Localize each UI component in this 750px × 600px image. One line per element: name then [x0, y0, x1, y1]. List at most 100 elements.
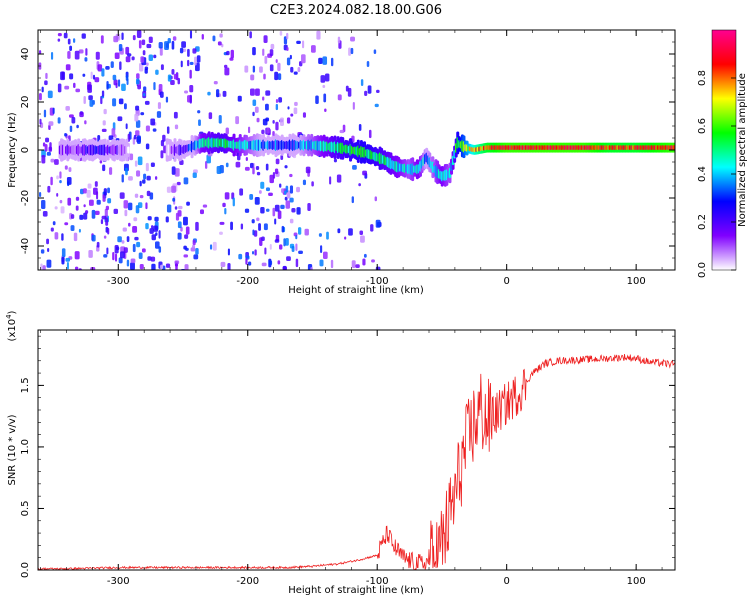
heatmap-cell [39, 192, 42, 197]
heatmap-cell [363, 253, 367, 258]
heatmap-cell [92, 74, 96, 80]
heatmap-cell [146, 175, 151, 181]
heatmap-cell [352, 164, 357, 170]
heatmap-cell [263, 73, 266, 80]
heatmap-cell [150, 256, 156, 262]
heatmap-cell [74, 50, 80, 60]
heatmap-cell [159, 46, 163, 56]
heatmap-cell [254, 249, 257, 256]
heatmap-cell [362, 170, 368, 176]
heatmap-cell [198, 119, 201, 127]
heatmap-cell [261, 262, 267, 267]
heatmap-cell [339, 129, 345, 134]
heatmap-cell [296, 40, 301, 44]
heatmap-cell [87, 183, 92, 189]
heatmap-cell [107, 227, 110, 235]
heatmap-cell [128, 222, 131, 227]
heatmap-cell [174, 206, 178, 210]
heatmap-cell [84, 57, 88, 62]
heatmap-cell [76, 124, 79, 129]
heatmap-cell [165, 216, 169, 223]
heatmap-cell [101, 68, 105, 77]
heatmap-cell [268, 192, 273, 197]
heatmap-cell [173, 73, 178, 80]
heatmap-cell [289, 173, 293, 178]
heatmap-cell [48, 124, 51, 131]
heatmap-cell [336, 174, 342, 183]
heatmap-cell [216, 166, 222, 174]
heatmap-cell [265, 163, 269, 171]
heatmap-cell [371, 259, 375, 263]
heatmap-cell [279, 117, 284, 127]
heatmap-cell [351, 260, 356, 268]
heatmap-cell [171, 166, 176, 175]
heatmap-cell [86, 189, 91, 198]
heatmap-cell [135, 105, 140, 111]
heatmap-cell [46, 151, 51, 156]
heatmap-cell [275, 103, 279, 111]
heatmap-cell [277, 62, 281, 72]
heatmap-cell [297, 67, 301, 73]
heatmap-cell [227, 248, 230, 256]
heatmap-cell [275, 158, 280, 165]
heatmap-cell [268, 260, 273, 266]
colorbar-tick-label: 0.4 [697, 166, 708, 182]
heatmap-cell [90, 266, 96, 270]
spectrogram-x-axis: -300 -200 -100 0 100 [40, 30, 663, 287]
heatmap-cell [42, 265, 46, 270]
spectrogram-y-label: Frequency (Hz) [7, 112, 18, 188]
heatmap-cell [279, 183, 282, 188]
heatmap-cell [121, 174, 124, 183]
heatmap-cell [40, 249, 45, 254]
heatmap-cell [167, 74, 172, 82]
heatmap-cell [60, 71, 66, 81]
heatmap-cell [222, 90, 227, 97]
heatmap-cell [219, 33, 223, 38]
heatmap-cell [139, 180, 142, 187]
heatmap-cell [249, 31, 252, 39]
heatmap-cell [286, 47, 289, 52]
heatmap-cell [145, 162, 149, 172]
heatmap-cell [70, 214, 75, 219]
heatmap-cell [204, 161, 208, 169]
heatmap-cell [189, 61, 194, 66]
heatmap-cell [143, 86, 147, 92]
y-tick-label: 0.5 [20, 501, 31, 517]
heatmap-cell [82, 73, 86, 77]
heatmap-cell [302, 179, 306, 186]
heatmap-cell [150, 162, 155, 167]
heatmap-cell [225, 162, 229, 168]
heatmap-cell [275, 59, 278, 63]
heatmap-cell [291, 207, 296, 213]
heatmap-cell [240, 223, 244, 230]
heatmap-cell [185, 226, 190, 235]
heatmap-cell [105, 205, 110, 211]
heatmap-cell [337, 228, 341, 234]
heatmap-cell [225, 127, 229, 135]
snr-y-label: SNR (10 * v/v) [7, 414, 18, 485]
heatmap-cell [103, 188, 107, 196]
heatmap-cell [125, 46, 130, 55]
heatmap-cell [74, 266, 79, 270]
heatmap-cell [263, 35, 268, 44]
heatmap-cell [269, 174, 274, 184]
colorbar-tick-label: 0.0 [697, 262, 708, 278]
heatmap-cell [290, 66, 294, 73]
heatmap-cell [88, 199, 94, 206]
heatmap-cell [134, 160, 138, 167]
heatmap-cell [171, 40, 175, 50]
heatmap-cell [265, 208, 270, 212]
heatmap-cell [79, 214, 84, 220]
heatmap-cell [283, 238, 286, 247]
heatmap-cell [166, 204, 172, 213]
heatmap-cell [140, 56, 145, 63]
heatmap-cell [41, 86, 44, 93]
heatmap-cell [135, 205, 140, 214]
heatmap-cell [326, 231, 329, 240]
heatmap-cell [269, 243, 272, 250]
heatmap-cell [264, 247, 267, 255]
heatmap-cell [143, 93, 146, 97]
heatmap-cell [166, 186, 171, 193]
heatmap-cell [59, 199, 63, 204]
heatmap-cell [63, 32, 68, 39]
